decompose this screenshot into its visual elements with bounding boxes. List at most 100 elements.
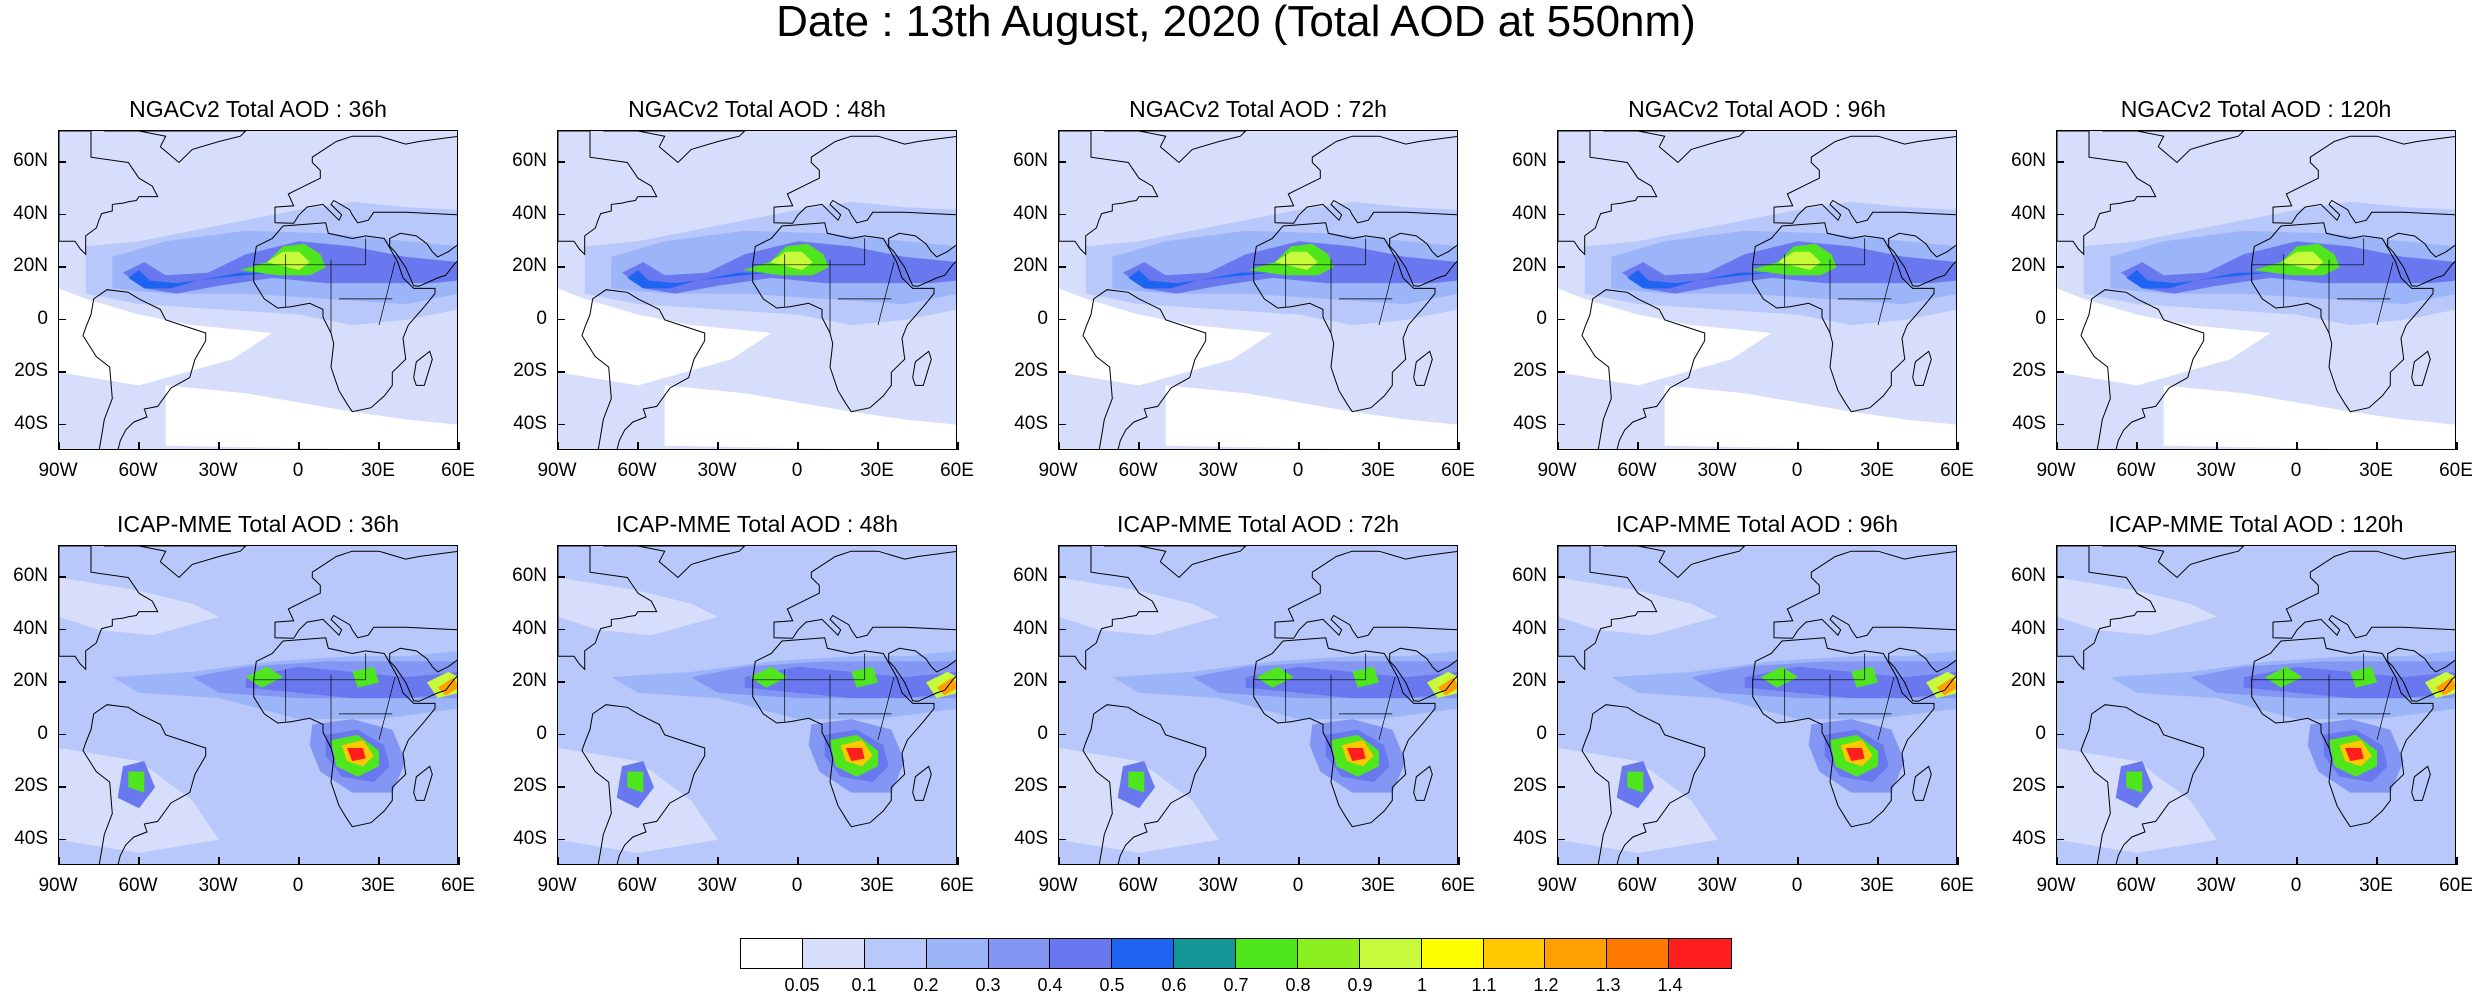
colorbar-swatch (926, 939, 989, 968)
lat-label: 60N (2011, 565, 2046, 587)
lat-tick (1058, 628, 1066, 631)
lon-label: 90W (537, 460, 577, 481)
lat-label: 0 (1037, 307, 1048, 329)
lat-label: 20S (1014, 775, 1048, 797)
lat-tick (1058, 786, 1066, 788)
lat-tick (58, 371, 66, 373)
lat-label: 60N (512, 565, 547, 587)
lon-label: 90W (2036, 875, 2076, 896)
lon-label: 90W (1038, 460, 1078, 481)
aod-map (58, 130, 458, 450)
aod-field-svg (1558, 546, 1956, 864)
lon-tick (1058, 857, 1060, 865)
lon-tick (1458, 857, 1460, 865)
lat-label: 40N (1512, 617, 1547, 639)
lat-label: 40N (2011, 617, 2046, 639)
colorbar-label: 0.7 (1223, 975, 1249, 995)
lon-tick (1957, 442, 1959, 450)
lon-tick (298, 857, 300, 865)
aod-map (557, 130, 957, 450)
lon-tick (2136, 442, 2138, 450)
aod-field-svg (1059, 546, 1457, 864)
lon-label: 60W (1617, 875, 1657, 896)
lat-tick (557, 371, 565, 373)
lat-tick (1557, 213, 1565, 216)
lat-tick (1557, 681, 1565, 683)
lat-tick (1557, 733, 1565, 736)
lat-label: 40N (2011, 202, 2046, 224)
lat-tick (1557, 786, 1565, 788)
lat-tick (1058, 733, 1066, 736)
lat-tick (1058, 266, 1066, 268)
colorbar-label: 1.2 (1533, 975, 1559, 995)
lat-label: 40N (512, 617, 547, 639)
aod-field-svg (558, 546, 956, 864)
lat-tick (58, 576, 66, 578)
panel-title: NGACv2 Total AOD : 120h (2120, 96, 2392, 122)
lat-label: 0 (2035, 307, 2046, 329)
lon-tick (2216, 442, 2218, 450)
lat-tick (557, 628, 565, 631)
lat-label: 40N (13, 617, 48, 639)
lon-tick (797, 442, 799, 450)
lon-tick (1717, 857, 1719, 865)
lat-tick (58, 318, 66, 321)
lat-tick (557, 838, 565, 841)
lat-label: 40S (1014, 412, 1048, 434)
lon-tick (877, 857, 879, 865)
aod-map (1058, 545, 1458, 865)
lat-label: 20N (1013, 670, 1048, 692)
colorbar-swatch (1669, 939, 1731, 968)
lat-tick (1557, 371, 1565, 373)
panel-title: ICAP-MME Total AOD : 120h (2108, 511, 2404, 537)
lon-label: 90W (2036, 460, 2076, 481)
aod-field-svg (2057, 546, 2455, 864)
lat-tick (2056, 423, 2064, 426)
lon-label: 30W (1198, 460, 1238, 481)
colorbar-label: 0.05 (784, 975, 820, 995)
lon-label: 60E (441, 460, 475, 481)
lon-tick (2376, 857, 2378, 865)
aod-map (557, 545, 957, 865)
lon-label: 60W (118, 460, 158, 481)
lat-tick (557, 213, 565, 216)
lon-tick (1557, 442, 1559, 450)
colorbar-label: 1 (1416, 975, 1427, 995)
aod-map (2056, 130, 2456, 450)
lon-label: 0 (2290, 875, 2302, 896)
colorbar-label: 1.3 (1595, 975, 1621, 995)
lon-label: 30E (2359, 875, 2393, 896)
colorbar-swatch (864, 939, 927, 968)
lon-tick (2056, 442, 2058, 450)
aod-field-svg (558, 131, 956, 449)
colorbar-swatch (1236, 939, 1298, 968)
lat-label: 40S (1513, 412, 1547, 434)
lat-label: 0 (37, 722, 48, 744)
lat-tick (557, 576, 565, 578)
lat-label: 60N (1512, 565, 1547, 587)
lat-tick (1557, 838, 1565, 841)
lat-label: 20N (1013, 255, 1048, 277)
lat-tick (2056, 838, 2064, 841)
lon-label: 30E (361, 460, 395, 481)
colorbar-label: 0.5 (1099, 975, 1125, 995)
lat-label: 0 (1037, 722, 1048, 744)
lon-label: 30E (1361, 460, 1395, 481)
lat-tick (1058, 576, 1066, 578)
lon-tick (2136, 857, 2138, 865)
aod-map (2056, 545, 2456, 865)
lat-label: 0 (536, 307, 547, 329)
lon-tick (2056, 857, 2058, 865)
lat-label: 60N (13, 150, 48, 172)
lat-tick (557, 786, 565, 788)
lat-label: 0 (37, 307, 48, 329)
aod-map (58, 545, 458, 865)
lon-tick (1637, 857, 1639, 865)
lon-label: 60E (1940, 875, 1974, 896)
lat-tick (58, 628, 66, 631)
lat-label: 20N (1512, 670, 1547, 692)
lon-label: 60E (940, 460, 974, 481)
lon-label: 60E (1441, 460, 1475, 481)
lat-label: 60N (1512, 150, 1547, 172)
lat-tick (58, 266, 66, 268)
